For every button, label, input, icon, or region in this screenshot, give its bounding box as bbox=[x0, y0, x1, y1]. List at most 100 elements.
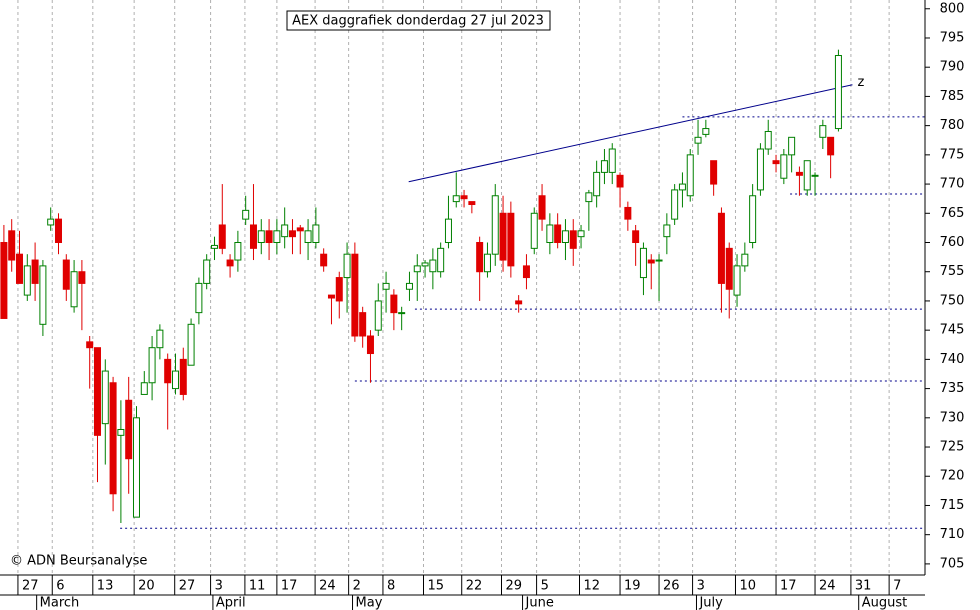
candle-body bbox=[616, 174, 624, 188]
candle-body bbox=[522, 265, 530, 279]
candle-body bbox=[187, 323, 195, 366]
y-tick-label: 725 bbox=[940, 440, 965, 455]
y-tick-label: 715 bbox=[940, 498, 965, 513]
x-tick-label: 5 bbox=[541, 579, 549, 594]
candle-body bbox=[312, 224, 320, 244]
x-tick-label: 26 bbox=[663, 579, 680, 594]
x-tick-label: 24 bbox=[819, 579, 836, 594]
candle-body bbox=[827, 136, 835, 156]
candle-body bbox=[179, 358, 187, 395]
x-tick-label: 7 bbox=[893, 579, 901, 594]
x-tick-label: 10 bbox=[739, 579, 756, 594]
candle-body bbox=[288, 230, 296, 238]
candle-body bbox=[265, 230, 273, 244]
candle-body bbox=[546, 224, 554, 244]
candle-body bbox=[140, 382, 148, 395]
y-tick-label: 720 bbox=[940, 469, 965, 484]
candle-body bbox=[764, 130, 772, 150]
plot-area bbox=[0, 0, 925, 575]
x-tick-label: 17 bbox=[780, 579, 797, 594]
x-tick-label: 17 bbox=[281, 579, 298, 594]
candle-body bbox=[132, 417, 140, 518]
y-tick-label: 780 bbox=[940, 118, 965, 133]
x-tick-label: 15 bbox=[428, 579, 445, 594]
x-tick-label: 3 bbox=[215, 579, 223, 594]
candle-body bbox=[569, 230, 577, 249]
candle-body bbox=[710, 160, 718, 185]
candle-body bbox=[218, 224, 226, 249]
month-label: March bbox=[40, 596, 80, 610]
candle-body bbox=[359, 312, 367, 337]
candle-body bbox=[749, 195, 757, 244]
y-tick-label: 730 bbox=[940, 410, 965, 425]
y-tick-label: 745 bbox=[940, 323, 965, 338]
candle-body bbox=[109, 382, 117, 495]
candle-body bbox=[70, 271, 78, 308]
candle-body bbox=[8, 230, 16, 261]
candle-body bbox=[148, 347, 156, 384]
candle-body bbox=[249, 224, 257, 249]
candle-body bbox=[772, 160, 780, 165]
candle-body bbox=[491, 195, 499, 255]
candle-body bbox=[639, 247, 647, 279]
candle-body bbox=[125, 399, 133, 460]
chart-title: AEX daggrafiek donderdag 27 jul 2023 bbox=[292, 14, 544, 29]
candle-body bbox=[374, 300, 382, 331]
candle-body bbox=[164, 358, 172, 384]
candle-body bbox=[585, 192, 593, 203]
candle-body bbox=[304, 230, 312, 244]
x-tick-label: 31 bbox=[855, 579, 872, 594]
x-tick-label: 24 bbox=[319, 579, 336, 594]
candle-body bbox=[444, 218, 452, 244]
trend-line bbox=[408, 84, 853, 183]
candle-body bbox=[819, 125, 827, 138]
candle-body bbox=[593, 171, 601, 197]
candle-body bbox=[577, 230, 585, 238]
y-tick-label: 755 bbox=[940, 264, 965, 279]
candle-body bbox=[54, 218, 62, 244]
candle-body bbox=[686, 154, 694, 197]
month-label: June bbox=[525, 596, 554, 610]
candle-body bbox=[530, 212, 538, 249]
x-tick-label: 3 bbox=[697, 579, 705, 594]
candle-body bbox=[663, 224, 671, 238]
x-tick-label: 11 bbox=[249, 579, 266, 594]
candle-body bbox=[725, 247, 733, 290]
candle-body bbox=[320, 253, 328, 267]
candle-body bbox=[31, 259, 39, 284]
month-label: August bbox=[862, 596, 908, 610]
x-tick-label: 20 bbox=[138, 579, 155, 594]
candle-body bbox=[788, 136, 796, 156]
candle-body bbox=[366, 335, 374, 355]
candle-body bbox=[101, 370, 109, 425]
candle-body bbox=[429, 259, 437, 273]
candle-body bbox=[296, 227, 304, 232]
candle-body bbox=[507, 212, 515, 267]
y-tick-label: 770 bbox=[940, 177, 965, 192]
candle-body bbox=[203, 259, 211, 284]
candle-body bbox=[795, 171, 803, 176]
candle-body bbox=[390, 294, 398, 314]
candle-body bbox=[600, 160, 608, 173]
candle-body bbox=[343, 253, 351, 279]
x-tick-label: 8 bbox=[387, 579, 395, 594]
y-tick-label: 775 bbox=[940, 147, 965, 162]
x-tick-label: 22 bbox=[466, 579, 483, 594]
candle-body bbox=[694, 136, 702, 144]
y-tick-label: 740 bbox=[940, 352, 965, 367]
candle-body bbox=[632, 230, 640, 244]
candle-body bbox=[733, 265, 741, 296]
candle-body bbox=[327, 294, 335, 299]
candle-body bbox=[671, 189, 679, 220]
candle-body bbox=[382, 282, 390, 290]
y-tick-label: 800 bbox=[940, 1, 965, 16]
candle-body bbox=[171, 370, 179, 390]
candle-body bbox=[93, 347, 101, 436]
candle-body bbox=[226, 259, 234, 267]
y-tick-label: 750 bbox=[940, 293, 965, 308]
candle-body bbox=[0, 242, 8, 319]
candle-body bbox=[195, 282, 203, 314]
candle-body bbox=[398, 312, 406, 315]
